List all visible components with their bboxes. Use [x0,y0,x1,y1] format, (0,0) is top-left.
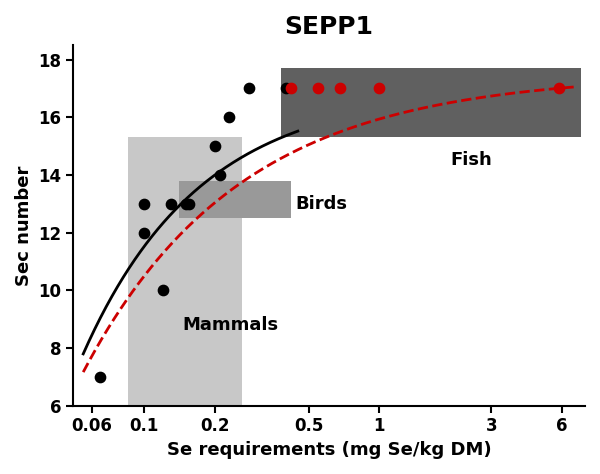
Point [215,171,225,179]
Bar [128,137,242,406]
Point [335,84,345,92]
Point [139,200,149,208]
Point [374,84,384,92]
Point [554,84,563,92]
Title: SEPP1: SEPP1 [285,15,374,39]
Point [286,84,296,92]
Y-axis label: Sec number: Sec number [15,165,33,285]
Point [166,200,176,208]
Text: Birds: Birds [295,195,347,213]
X-axis label: Se requirements (mg Se/kg DM): Se requirements (mg Se/kg DM) [167,441,491,459]
Point [184,200,194,208]
Point [245,84,254,92]
Bar [179,181,291,218]
Text: Fish: Fish [450,152,492,170]
Point [210,142,220,150]
Point [281,84,290,92]
Point [158,286,167,294]
Point [313,84,323,92]
Bar [281,68,581,137]
Point [95,373,105,381]
Point [139,229,149,237]
Text: Mammals: Mammals [182,316,278,334]
Point [224,113,234,121]
Point [181,200,190,208]
